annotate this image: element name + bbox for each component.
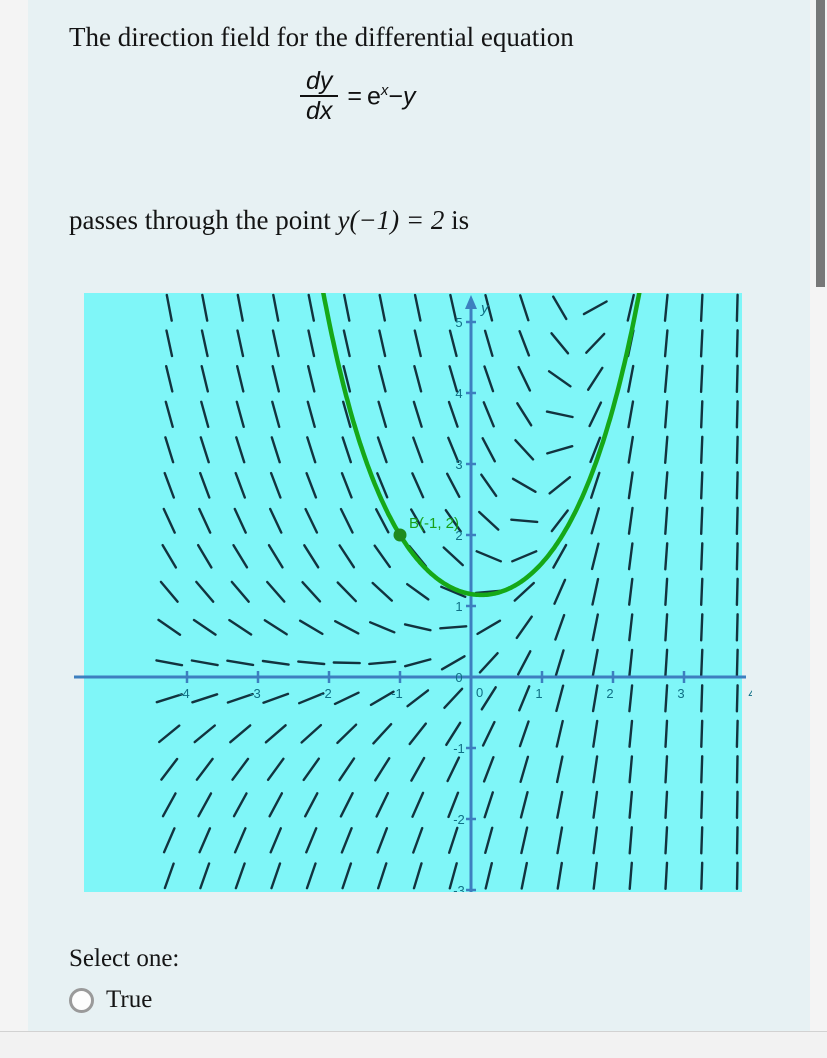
axes-layer xyxy=(74,295,746,892)
select-one-label: Select one: xyxy=(69,945,180,972)
svg-text:1: 1 xyxy=(535,686,542,701)
svg-text:y: y xyxy=(480,300,490,317)
scrollbar-track[interactable] xyxy=(812,0,827,1031)
minus-sign: − xyxy=(388,81,404,110)
equals-sign: = xyxy=(347,81,363,110)
svg-text:0: 0 xyxy=(476,685,483,700)
scrollbar-thumb[interactable] xyxy=(816,0,825,287)
slope-field-layer xyxy=(155,293,739,890)
fraction-denominator: dx xyxy=(306,97,333,126)
right-hand-side: ex−y xyxy=(367,82,416,111)
exp-exponent: x xyxy=(380,81,389,99)
question-line-2: passes through the point y(−1) = 2 is xyxy=(69,205,469,236)
svg-text:1: 1 xyxy=(455,599,462,614)
solution-curve-layer xyxy=(321,293,642,598)
svg-text:-1: -1 xyxy=(453,741,465,756)
point-b-label: B(-1, 2) xyxy=(409,515,459,532)
svg-text:4: 4 xyxy=(455,386,462,401)
svg-text:-2: -2 xyxy=(453,812,465,827)
svg-text:-2: -2 xyxy=(320,686,332,701)
svg-text:3: 3 xyxy=(677,686,684,701)
svg-text:2: 2 xyxy=(455,528,462,543)
answer-option-true[interactable]: True xyxy=(69,986,152,1014)
question-line-2-prefix: passes through the point xyxy=(69,205,338,235)
svg-text:3: 3 xyxy=(455,457,462,472)
fraction-bar xyxy=(300,95,339,98)
direction-field-graph: -4 -3 -2 -1 1 2 3 4 -3 -2 -1 0 1 2 3 4 5 0 y B(-1, 2) xyxy=(74,293,752,892)
bottom-strip xyxy=(0,1031,827,1058)
differential-equation: dy dx = ex−y xyxy=(300,68,416,125)
fraction-numerator: dy xyxy=(306,67,333,95)
left-gutter xyxy=(0,0,28,1031)
derivative-fraction: dy dx xyxy=(300,67,339,126)
radio-true[interactable] xyxy=(69,987,94,1013)
question-line-2-suffix: is xyxy=(444,205,470,235)
annotation-layer: B(-1, 2) xyxy=(393,515,459,542)
option-label-true: True xyxy=(106,986,153,1013)
svg-text:-3: -3 xyxy=(249,686,261,701)
exp-base: e xyxy=(367,81,381,110)
axis-labels-layer: -4 -3 -2 -1 1 2 3 4 -3 -2 -1 0 1 2 3 4 5 0 y xyxy=(178,300,752,892)
svg-text:5: 5 xyxy=(455,315,462,330)
svg-text:2: 2 xyxy=(606,686,613,701)
svg-text:-4: -4 xyxy=(178,686,190,701)
graph-svg: -4 -3 -2 -1 1 2 3 4 -3 -2 -1 0 1 2 3 4 5 0 y B(-1, 2) xyxy=(74,293,752,892)
svg-text:0: 0 xyxy=(455,670,462,685)
initial-condition: y(−1) = 2 xyxy=(337,205,445,235)
rhs-y-term: y xyxy=(403,81,416,110)
question-line-1: The direction field for the differential… xyxy=(69,22,574,52)
svg-text:-3: -3 xyxy=(453,883,465,892)
svg-text:-1: -1 xyxy=(391,686,403,701)
svg-text:4: 4 xyxy=(748,686,752,701)
